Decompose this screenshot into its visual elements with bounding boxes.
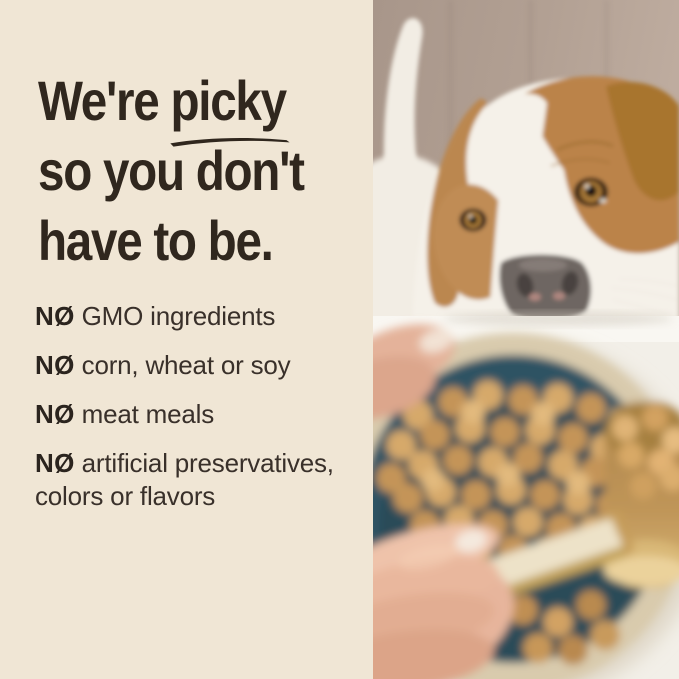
text-panel: We're picky so you don't have to be. NØ … bbox=[35, 66, 369, 529]
scooping-hand bbox=[373, 523, 515, 679]
dog-whiskers bbox=[610, 278, 679, 318]
headline-line1-prefix: We're bbox=[38, 69, 171, 132]
claim-text: corn, wheat or soy bbox=[81, 350, 291, 380]
fingernail bbox=[419, 329, 453, 353]
claim-text: artificial preservatives, bbox=[81, 448, 334, 478]
headline: We're picky so you don't have to be. bbox=[38, 66, 305, 276]
no-symbol: NØ bbox=[35, 350, 75, 380]
claim-text-line2: colors or flavors bbox=[35, 481, 216, 511]
fingernail bbox=[455, 529, 487, 553]
claim-item: NØ meat meals bbox=[35, 398, 369, 431]
dog-right-eye bbox=[574, 177, 608, 207]
kibble-in-scoop bbox=[612, 405, 679, 499]
dog-nose bbox=[499, 254, 591, 321]
headline-line2: so you don't bbox=[38, 139, 305, 202]
claim-text: meat meals bbox=[81, 399, 215, 429]
hand-drawn-underline bbox=[170, 138, 290, 147]
chin-shadow bbox=[443, 312, 673, 326]
claim-item: NØ artificial preservatives, colors or fl… bbox=[35, 447, 369, 513]
claim-item: NØ corn, wheat or soy bbox=[35, 349, 369, 382]
kibble-lower bbox=[508, 590, 620, 665]
dog-photo bbox=[373, 0, 679, 679]
claim-item: NØ GMO ingredients bbox=[35, 300, 369, 333]
dog-right-ear bbox=[606, 81, 679, 201]
steadying-fingertip bbox=[373, 324, 455, 420]
headline-emphasis: picky bbox=[170, 66, 290, 147]
no-symbol: NØ bbox=[35, 448, 75, 478]
claim-text: GMO ingredients bbox=[81, 301, 276, 331]
dog-brow-wrinkles bbox=[550, 140, 614, 168]
no-symbol: NØ bbox=[35, 301, 75, 331]
dog-head bbox=[413, 76, 679, 321]
headline-line3: have to be. bbox=[38, 209, 274, 272]
no-symbol: NØ bbox=[35, 399, 75, 429]
feeding-scene bbox=[373, 324, 679, 679]
scoop-handle bbox=[465, 510, 634, 606]
no-claims-list: NØ GMO ingredients NØ corn, wheat or soy… bbox=[35, 300, 369, 529]
dog-left-eye bbox=[459, 208, 487, 232]
